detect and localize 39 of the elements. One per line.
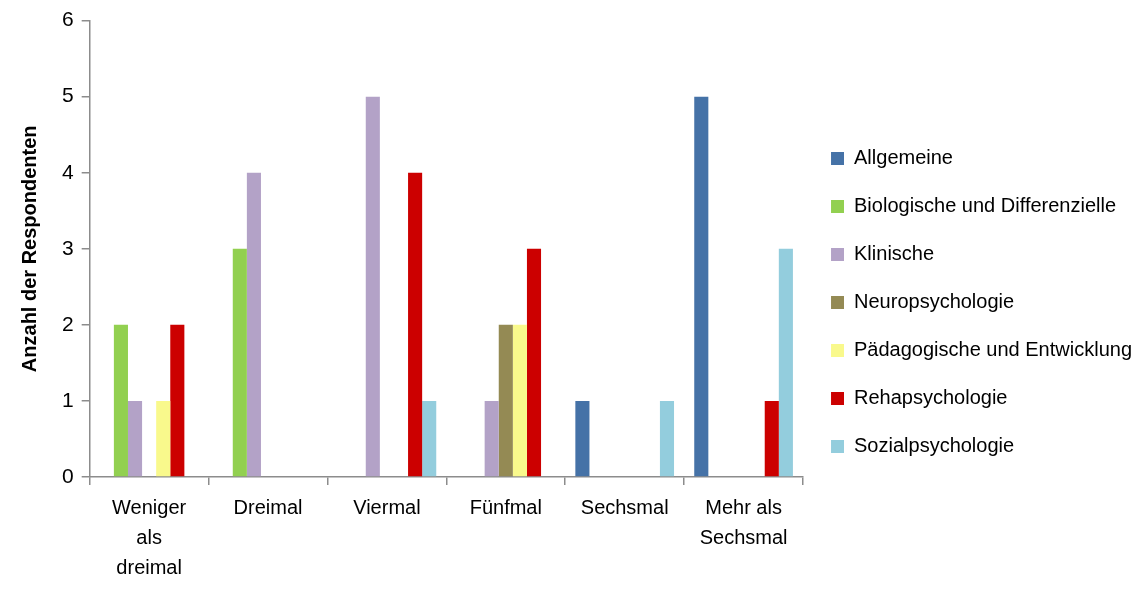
y-tick-label: 3 <box>61 235 74 259</box>
bar <box>526 248 542 477</box>
bar <box>575 400 590 477</box>
legend-label: Biologische und Differenzielle <box>854 194 1117 217</box>
bar <box>764 400 779 477</box>
bar <box>246 172 261 477</box>
bar <box>156 400 171 477</box>
x-tick-label: Fünfmal <box>469 495 542 518</box>
bar <box>365 96 380 477</box>
y-axis-title: Anzahl der Respondenten <box>17 125 40 373</box>
bar <box>422 400 437 477</box>
bar <box>694 96 709 477</box>
x-tick-label: Mehr als Sechsmal <box>699 495 788 548</box>
x-tick-label: Weniger als dreimal <box>112 495 187 578</box>
legend-label: Rehapsychologie <box>854 386 1008 409</box>
bar <box>113 324 128 477</box>
y-tick-label: 2 <box>61 311 74 335</box>
bar <box>127 400 143 477</box>
y-tick-label: 1 <box>61 387 74 411</box>
legend-label: Sozialpsychologie <box>854 434 1015 457</box>
x-tick-label: Sechsmal <box>580 495 669 518</box>
bar <box>498 324 513 477</box>
legend-label: Klinische <box>854 242 935 265</box>
legend-label: Pädagogische und Entwicklung <box>854 338 1132 361</box>
bar <box>778 248 793 477</box>
bar <box>170 324 185 477</box>
x-tick-label: Dreimal <box>233 495 303 518</box>
legend-label: Allgemeine <box>854 146 953 169</box>
y-tick-label: 4 <box>61 159 74 183</box>
bar <box>659 400 675 477</box>
legend-label: Neuropsychologie <box>854 290 1015 313</box>
x-tick-label: Viermal <box>353 495 421 518</box>
bar <box>232 248 247 477</box>
y-tick-label: 5 <box>61 83 74 107</box>
y-tick-label: 0 <box>61 463 74 487</box>
bar <box>484 400 499 477</box>
y-tick-label: 6 <box>61 7 74 31</box>
bar <box>512 324 527 477</box>
bar <box>408 172 423 477</box>
